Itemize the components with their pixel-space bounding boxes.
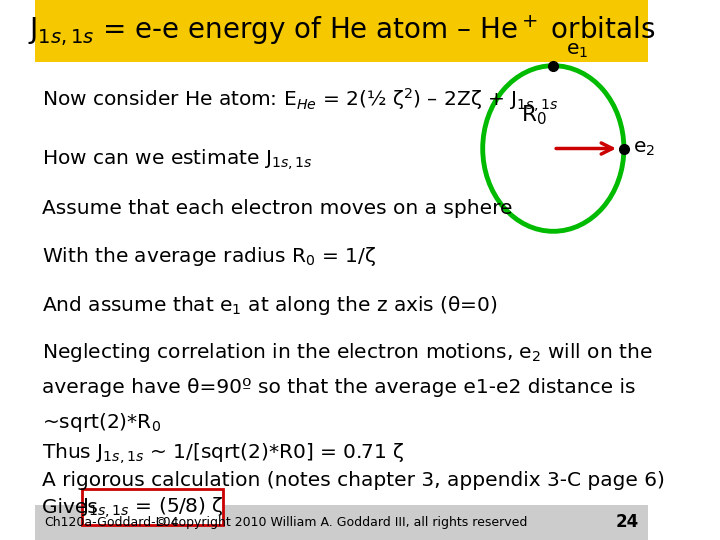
Text: ~sqrt(2)*R$_0$: ~sqrt(2)*R$_0$ [42,411,161,435]
FancyBboxPatch shape [82,489,223,525]
Text: average have θ=90º so that the average e1-e2 distance is: average have θ=90º so that the average e… [42,378,636,397]
Text: Neglecting correlation in the electron motions, e$_2$ will on the: Neglecting correlation in the electron m… [42,341,652,363]
Text: e$_2$: e$_2$ [633,139,655,158]
Text: J$_{1s,1s}$ = (5/8) ζ: J$_{1s,1s}$ = (5/8) ζ [81,495,224,519]
Bar [35,0,649,62]
Text: Gives: Gives [42,498,104,517]
Text: Ch120a-Goddard-L04: Ch120a-Goddard-L04 [44,516,179,529]
Text: Thus J$_{1s,1s}$ ~ 1/[sqrt(2)*R0] = 0.71 ζ: Thus J$_{1s,1s}$ ~ 1/[sqrt(2)*R0] = 0.71… [42,442,404,467]
Text: J$_{1s,1s}$ = e-e energy of He atom – He$^+$ orbitals: J$_{1s,1s}$ = e-e energy of He atom – He… [28,14,655,48]
Text: © copyright 2010 William A. Goddard III, all rights reserved: © copyright 2010 William A. Goddard III,… [156,516,528,529]
Text: e$_1$: e$_1$ [566,41,588,60]
Text: How can we estimate J$_{1s,1s}$: How can we estimate J$_{1s,1s}$ [42,147,312,172]
Text: Assume that each electron moves on a sphere: Assume that each electron moves on a sph… [42,199,513,218]
Text: Now consider He atom: E$_{He}$ = 2(½ ζ$^2$) – 2Zζ + J$_{1s,1s}$: Now consider He atom: E$_{He}$ = 2(½ ζ$^… [42,86,558,113]
Text: With the average radius R$_0$ = 1/ζ: With the average radius R$_0$ = 1/ζ [42,246,376,268]
Text: And assume that e$_1$ at along the z axis (θ=0): And assume that e$_1$ at along the z axi… [42,294,498,317]
Text: R$_0$: R$_0$ [521,103,547,127]
Text: A rigorous calculation (notes chapter 3, appendix 3-C page 6): A rigorous calculation (notes chapter 3,… [42,471,665,490]
Bar [35,505,649,540]
Text: 24: 24 [616,514,639,531]
